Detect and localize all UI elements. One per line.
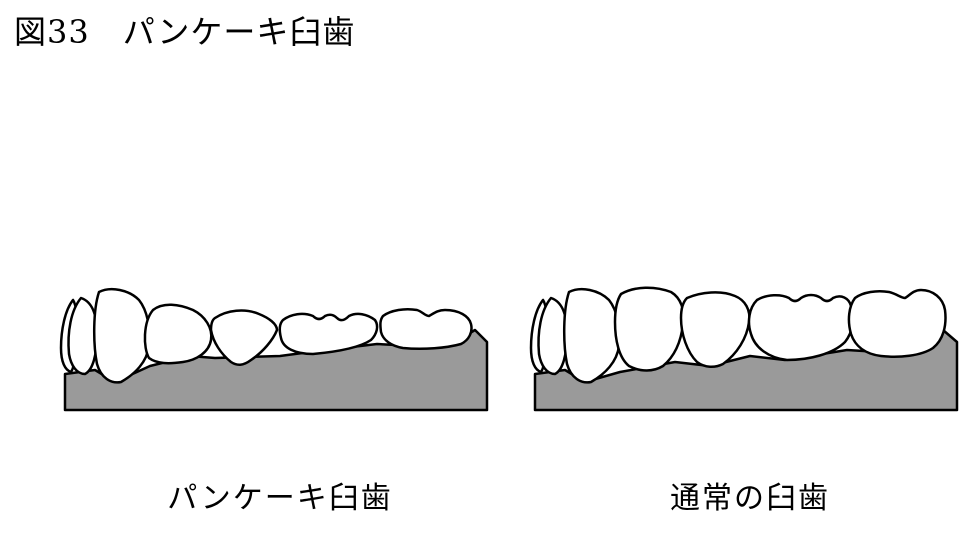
premolar-1 <box>143 303 213 365</box>
premolar-1 <box>613 286 685 372</box>
pancake-molar-caption: パンケーキ臼歯 <box>167 481 393 516</box>
canine-tooth <box>92 288 151 384</box>
premolar-2 <box>679 291 751 368</box>
molar-1-pancake <box>278 312 379 356</box>
molar-2-normal <box>847 288 947 358</box>
molar-2-pancake <box>379 308 473 351</box>
normal-molar-diagram <box>525 270 965 420</box>
premolar-2 <box>209 309 279 366</box>
figure-title: 図33 パンケーキ臼歯 <box>14 13 356 51</box>
pancake-molar-diagram <box>55 270 495 420</box>
canine-tooth <box>562 288 621 384</box>
normal-molar-caption: 通常の臼歯 <box>670 481 830 516</box>
molar-1-normal <box>747 293 855 362</box>
